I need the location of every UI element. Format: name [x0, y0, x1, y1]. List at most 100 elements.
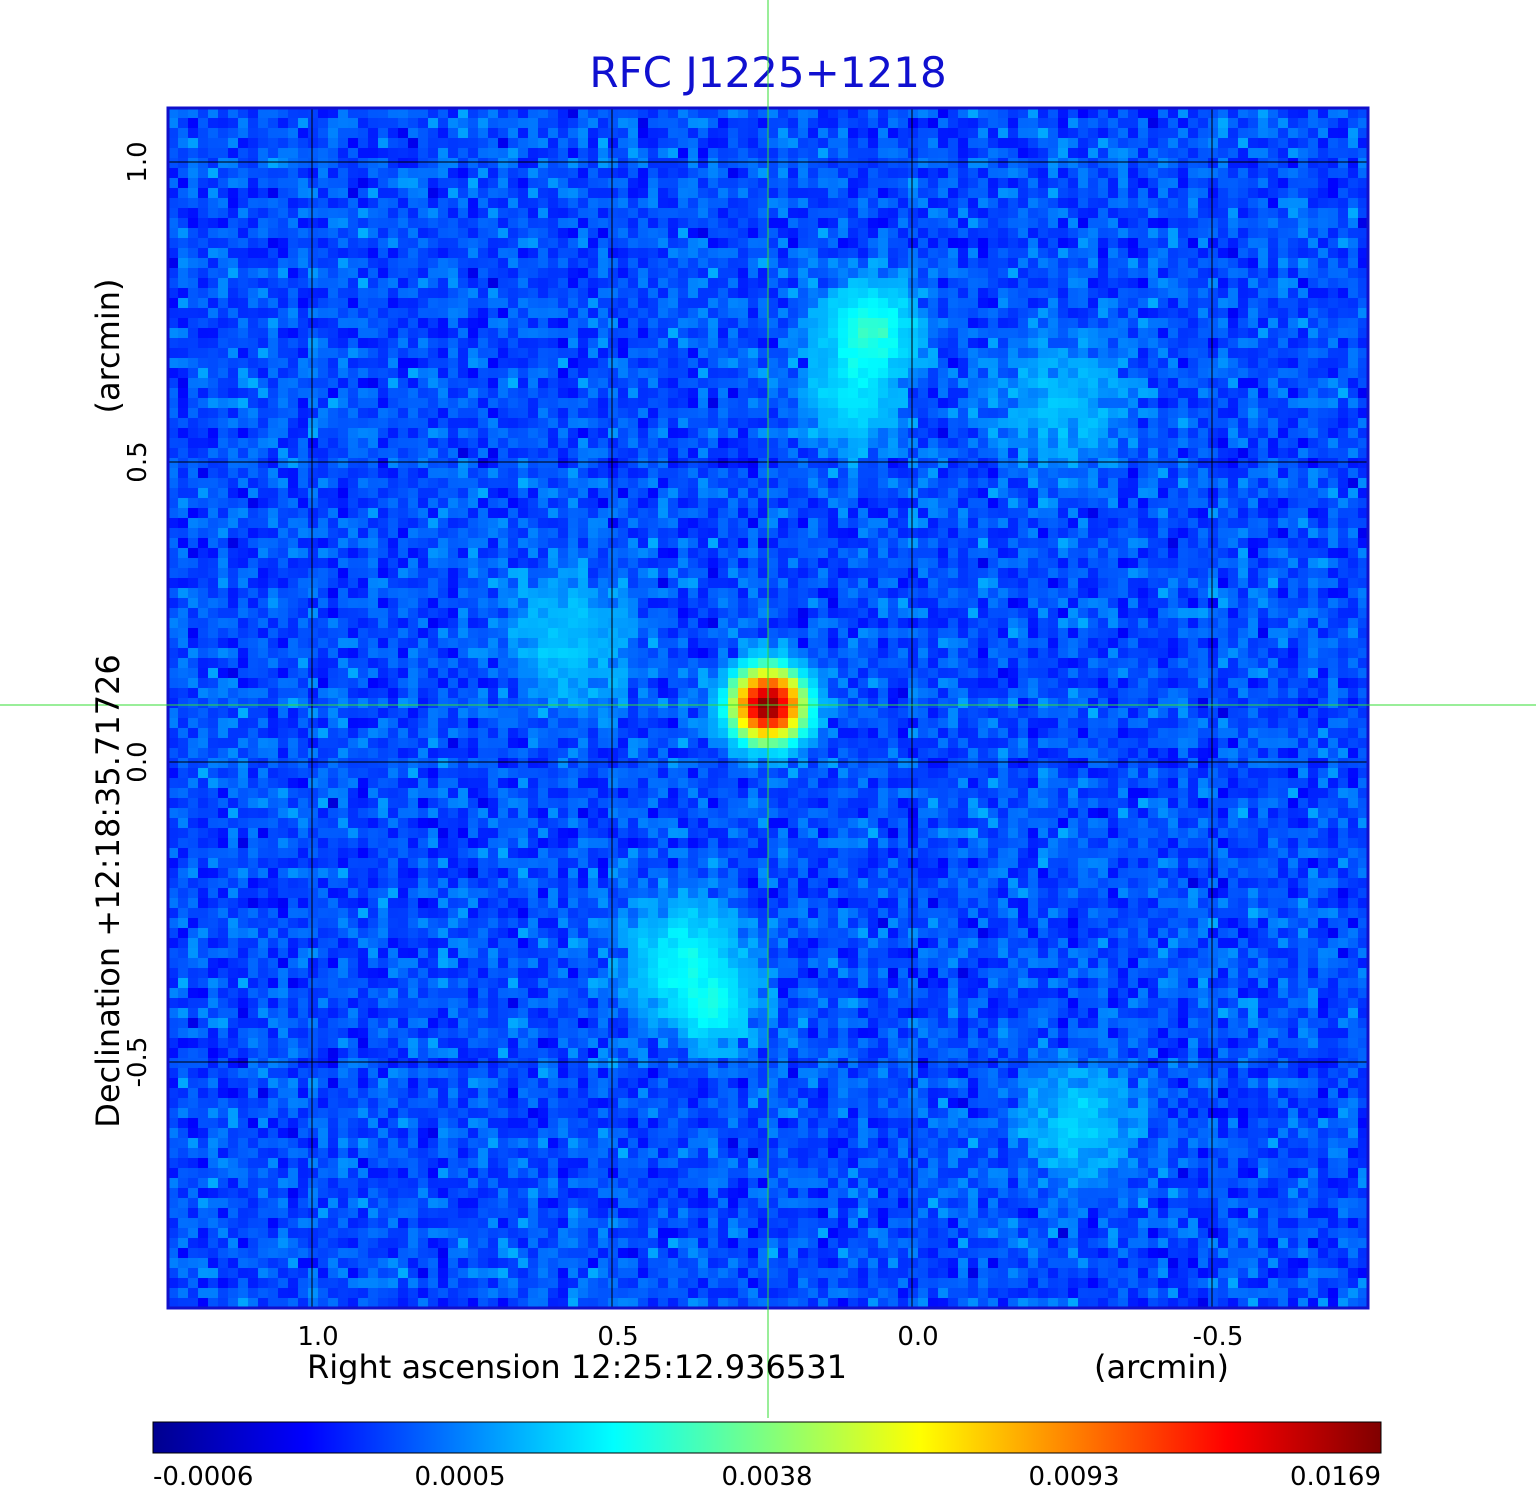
image-pixel — [588, 218, 599, 229]
image-pixel — [468, 438, 479, 449]
image-pixel — [918, 448, 929, 459]
image-pixel — [628, 358, 639, 369]
image-pixel — [388, 208, 399, 219]
image-pixel — [888, 318, 899, 329]
image-pixel — [358, 218, 369, 229]
image-pixel — [1218, 408, 1229, 419]
image-pixel — [438, 458, 449, 469]
image-pixel — [1238, 388, 1249, 399]
image-pixel — [1028, 368, 1039, 379]
image-pixel — [618, 308, 629, 319]
image-pixel — [1218, 428, 1229, 439]
image-pixel — [1308, 298, 1319, 309]
image-pixel — [1148, 198, 1159, 209]
image-pixel — [1128, 318, 1139, 329]
image-pixel — [168, 488, 179, 499]
image-pixel — [338, 228, 349, 239]
image-pixel — [1148, 488, 1159, 499]
image-pixel — [348, 428, 359, 439]
image-pixel — [608, 128, 619, 139]
image-pixel — [248, 468, 259, 479]
image-pixel — [908, 488, 919, 499]
image-pixel — [1108, 208, 1119, 219]
image-pixel — [1348, 458, 1359, 469]
image-pixel — [978, 368, 989, 379]
image-pixel — [1148, 238, 1159, 249]
image-pixel — [188, 468, 199, 479]
image-pixel — [458, 448, 469, 459]
image-pixel — [768, 478, 779, 489]
image-pixel — [458, 428, 469, 439]
image-pixel — [1178, 308, 1189, 319]
image-pixel — [1228, 288, 1239, 299]
image-pixel — [618, 278, 629, 289]
image-pixel — [268, 518, 279, 529]
image-pixels — [168, 108, 1369, 1309]
image-pixel — [1298, 468, 1309, 479]
image-pixel — [278, 468, 289, 479]
image-pixel — [498, 188, 509, 199]
image-pixel — [1078, 428, 1089, 439]
image-pixel — [828, 388, 839, 399]
image-pixel — [538, 418, 549, 429]
image-pixel — [1038, 508, 1049, 519]
image-pixel — [1308, 498, 1319, 509]
image-pixel — [938, 208, 949, 219]
image-pixel — [1228, 318, 1239, 329]
image-pixel — [998, 398, 1009, 409]
image-pixel — [638, 208, 649, 219]
image-pixel — [568, 288, 579, 299]
image-pixel — [788, 188, 799, 199]
image-pixel — [748, 388, 759, 399]
image-pixel — [728, 198, 739, 209]
image-pixel — [908, 248, 919, 259]
image-pixel — [958, 468, 969, 479]
image-pixel — [348, 238, 359, 249]
image-pixel — [1078, 318, 1089, 329]
image-pixel — [938, 438, 949, 449]
image-pixel — [188, 438, 199, 449]
image-pixel — [318, 278, 329, 289]
image-pixel — [508, 318, 519, 329]
image-pixel — [418, 508, 429, 519]
image-pixel — [838, 358, 849, 369]
image-pixel — [418, 218, 429, 229]
image-pixel — [1258, 278, 1269, 289]
image-pixel — [1108, 468, 1119, 479]
image-pixel — [748, 488, 759, 499]
image-pixel — [1358, 188, 1369, 199]
image-pixel — [498, 378, 509, 389]
image-pixel — [898, 208, 909, 219]
image-pixel — [848, 518, 859, 529]
image-pixel — [268, 308, 279, 319]
image-pixel — [1038, 308, 1049, 319]
image-pixel — [1268, 438, 1279, 449]
image-pixel — [1008, 128, 1019, 139]
image-pixel — [1178, 268, 1189, 279]
image-pixel — [798, 508, 809, 519]
image-pixel — [438, 498, 449, 509]
image-pixel — [1088, 498, 1099, 509]
image-pixel — [258, 288, 269, 299]
image-pixel — [628, 128, 639, 139]
image-pixel — [858, 338, 869, 349]
image-pixel — [1308, 128, 1319, 139]
image-pixel — [1318, 118, 1329, 129]
image-pixel — [1098, 378, 1109, 389]
image-pixel — [718, 398, 729, 409]
image-pixel — [798, 458, 809, 469]
image-pixel — [1168, 128, 1179, 139]
image-pixel — [208, 128, 219, 139]
image-pixel — [958, 408, 969, 419]
image-pixel — [1228, 438, 1239, 449]
image-pixel — [1318, 348, 1329, 359]
image-pixel — [768, 118, 779, 129]
image-pixel — [518, 288, 529, 299]
image-pixel — [298, 318, 309, 329]
image-pixel — [1278, 458, 1289, 469]
image-pixel — [428, 338, 439, 349]
image-pixel — [518, 238, 529, 249]
image-pixel — [1138, 488, 1149, 499]
image-pixel — [938, 188, 949, 199]
image-pixel — [608, 248, 619, 259]
